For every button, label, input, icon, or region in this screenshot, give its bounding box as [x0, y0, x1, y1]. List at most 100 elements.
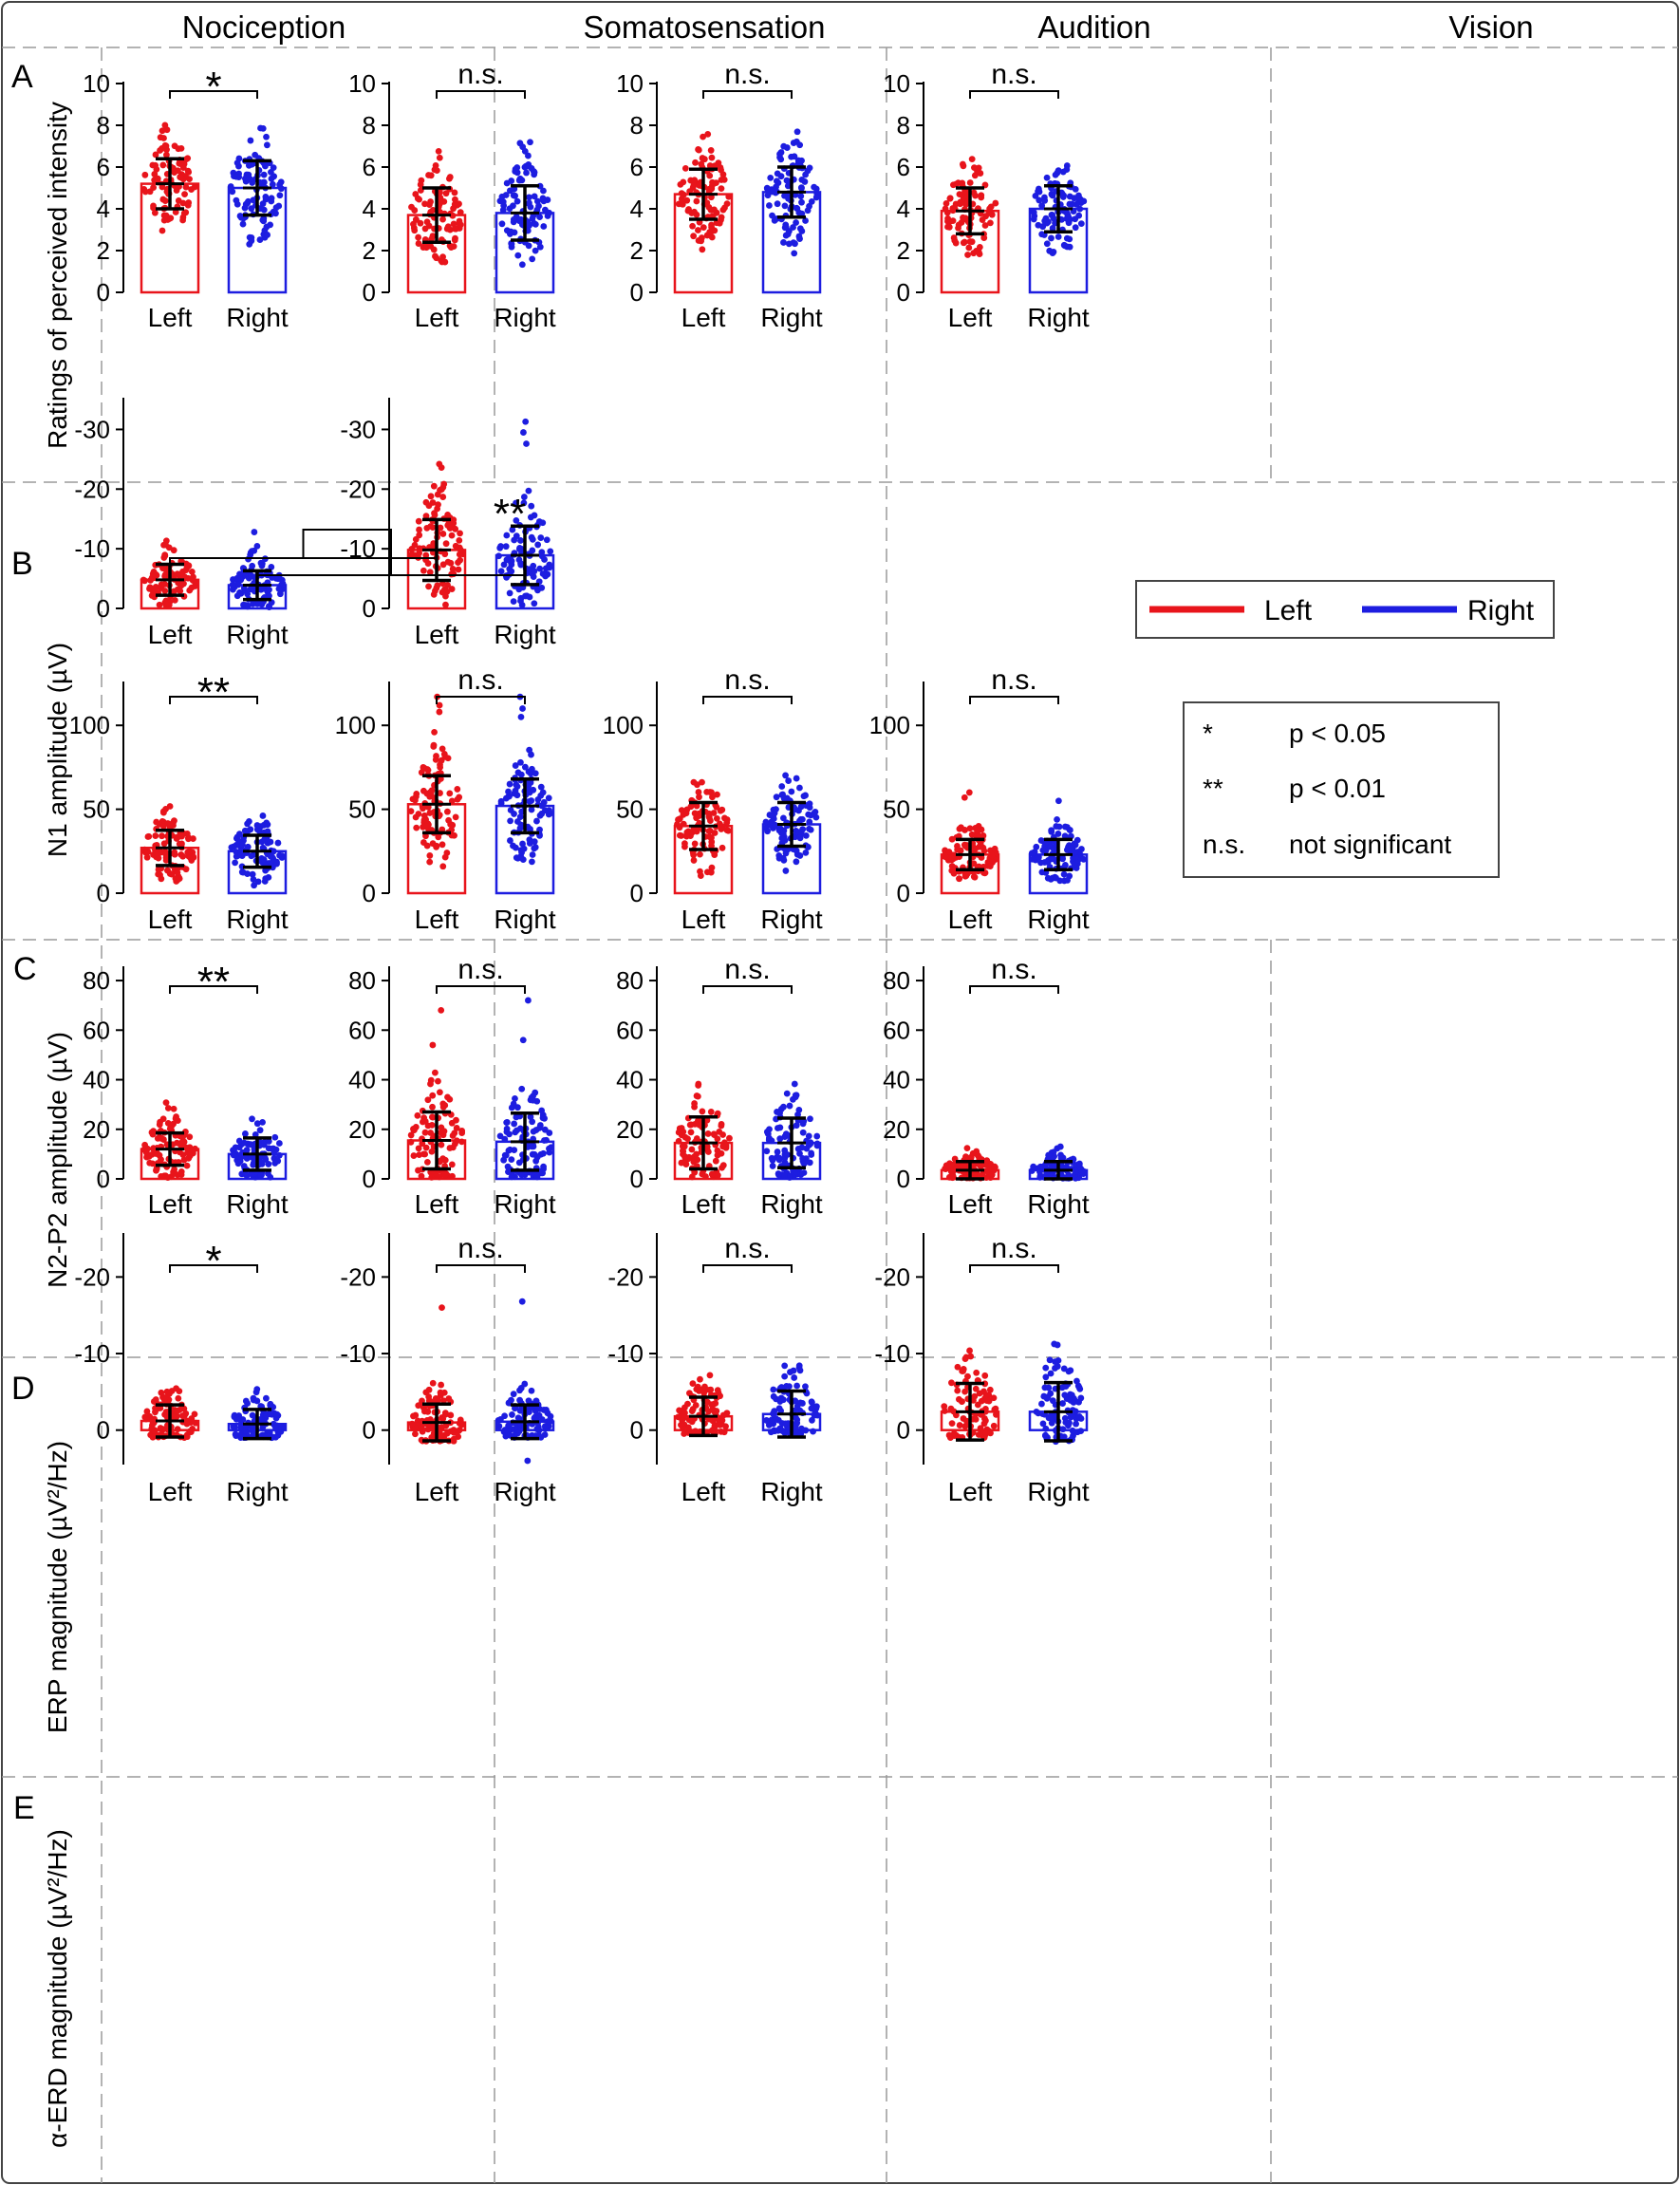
- data-point: [679, 200, 686, 208]
- data-point: [813, 1140, 821, 1148]
- data-point: [1042, 1373, 1050, 1381]
- data-point: [516, 1396, 523, 1404]
- data-point: [1039, 1420, 1047, 1428]
- y-tick-label: 60: [348, 1016, 376, 1044]
- data-point: [233, 159, 241, 167]
- data-point: [802, 217, 809, 224]
- data-point: [546, 1130, 553, 1136]
- data-point: [531, 1414, 538, 1422]
- data-point: [963, 1145, 971, 1152]
- data-point: [253, 822, 261, 829]
- data-point-outlier: [524, 1457, 532, 1465]
- data-point: [543, 1136, 550, 1144]
- data-point: [684, 1155, 692, 1163]
- data-point: [150, 1128, 158, 1135]
- data-point: [790, 1367, 797, 1374]
- data-point: [690, 233, 698, 240]
- data-point: [796, 852, 804, 859]
- y-tick-label: -20: [607, 1262, 644, 1291]
- data-point: [692, 159, 699, 166]
- data-point: [503, 556, 511, 564]
- data-point: [166, 1390, 173, 1397]
- y-tick-label: -10: [607, 1339, 644, 1368]
- data-point: [189, 1425, 196, 1432]
- data-point: [190, 835, 196, 842]
- data-point: [256, 1127, 264, 1134]
- y-tick-label: -30: [340, 415, 376, 443]
- data-point: [421, 1129, 429, 1136]
- data-point: [519, 840, 526, 848]
- data-point: [980, 1420, 988, 1428]
- data-point: [422, 513, 430, 520]
- data-point: [177, 1171, 185, 1178]
- data-point: [174, 868, 181, 876]
- data-point: [678, 190, 685, 197]
- data-point: [513, 517, 520, 524]
- data-point: [444, 1093, 451, 1101]
- data-point: [547, 548, 554, 555]
- data-point: [143, 853, 151, 861]
- data-point: [184, 849, 192, 856]
- data-point: [1058, 190, 1066, 197]
- data-point: [512, 787, 519, 794]
- data-point: [941, 1403, 948, 1410]
- data-point: [948, 1420, 956, 1428]
- data-point: [249, 600, 256, 607]
- data-point: [697, 872, 704, 879]
- data-point: [429, 1103, 436, 1111]
- data-point: [503, 1118, 511, 1126]
- data-point: [793, 219, 799, 226]
- data-point: [973, 1369, 980, 1376]
- data-point: [792, 806, 799, 813]
- data-point: [977, 1163, 984, 1170]
- data-point: [439, 215, 446, 223]
- data-point: [977, 840, 984, 848]
- data-point: [271, 1149, 278, 1157]
- data-point: [427, 1080, 434, 1088]
- data-point: [968, 238, 976, 246]
- data-point-outlier: [438, 1007, 445, 1014]
- data-point: [1072, 853, 1079, 861]
- data-point: [713, 209, 720, 216]
- data-point: [1061, 823, 1069, 831]
- data-point: [714, 791, 720, 798]
- category-label: Left: [681, 1189, 726, 1219]
- data-point-outlier: [965, 789, 973, 796]
- data-point: [437, 763, 444, 771]
- data-point: [418, 1172, 425, 1180]
- data-point: [778, 834, 786, 842]
- data-point: [239, 841, 246, 849]
- data-point: [719, 844, 726, 851]
- data-point-outlier: [429, 1041, 437, 1049]
- data-point: [415, 1167, 421, 1174]
- panel-letter-a: A: [11, 59, 33, 95]
- data-point: [500, 202, 508, 209]
- data-point: [500, 561, 508, 569]
- data-point: [157, 134, 164, 141]
- data-point: [266, 592, 272, 600]
- y-tick-label: 50: [616, 795, 644, 824]
- y-tick-label: 4: [97, 195, 110, 223]
- significance-label: n.s.: [991, 954, 1036, 985]
- data-point: [697, 1375, 703, 1383]
- data-point: [407, 1138, 415, 1146]
- significance-label: **: [197, 959, 230, 1005]
- data-point: [980, 848, 988, 854]
- key-meaning-1: p < 0.05: [1289, 719, 1386, 748]
- significance-key-box: [1183, 701, 1500, 878]
- data-point: [170, 818, 177, 826]
- data-point: [159, 1115, 167, 1123]
- panel-letter-c: C: [13, 951, 37, 987]
- panel-letters: A B C D E: [11, 59, 37, 1826]
- data-point: [517, 215, 525, 223]
- data-point: [183, 1162, 191, 1169]
- data-point: [950, 1408, 958, 1415]
- data-point: [531, 193, 538, 200]
- data-point: [679, 1417, 686, 1424]
- panel-c-nociception: 0 50 100 Left Right **: [69, 669, 289, 934]
- data-point: [450, 220, 457, 228]
- data-point: [431, 166, 439, 174]
- data-point: [698, 237, 705, 245]
- data-point-outlier: [519, 705, 526, 712]
- data-point: [777, 1408, 785, 1414]
